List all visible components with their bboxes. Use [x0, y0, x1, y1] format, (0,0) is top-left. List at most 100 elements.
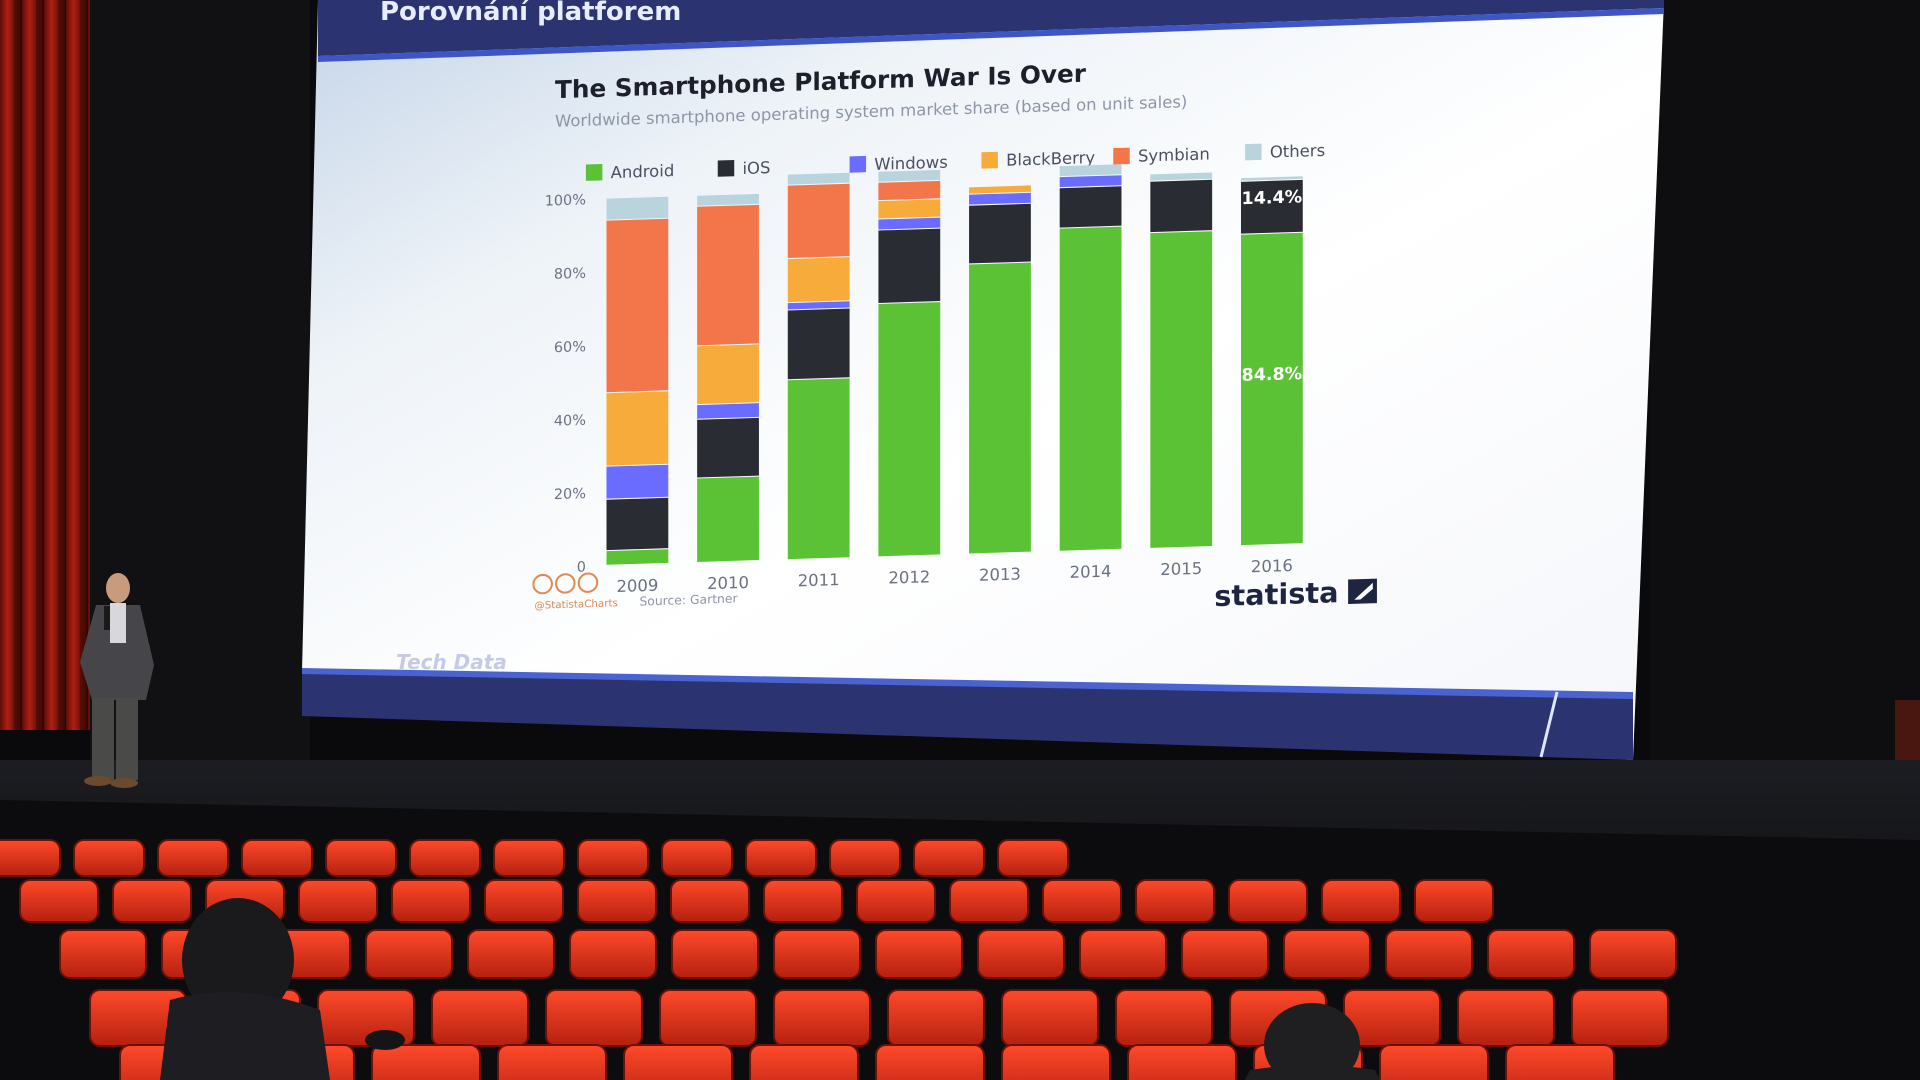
bar-symbian-2012	[878, 180, 941, 201]
chart-source: Source: Gartner	[639, 592, 738, 609]
theater-seat	[112, 879, 192, 923]
bar-ios-2016	[1240, 179, 1303, 234]
bar-others-2012	[878, 169, 941, 182]
theater-seat	[59, 929, 147, 979]
theater-seat	[493, 839, 565, 877]
slide-header-band	[318, 0, 1664, 56]
theater-seat	[913, 839, 985, 877]
legend-label-windows: Windows	[874, 153, 948, 174]
y-tick-label: 40%	[554, 413, 586, 430]
bar-android-2016	[1240, 232, 1303, 546]
bar-ios-2013	[969, 203, 1031, 264]
theater-seat	[745, 839, 817, 877]
bar-ios-2011	[787, 308, 850, 380]
legend-swatch-android	[585, 164, 603, 181]
bar-others-2016	[1240, 176, 1303, 181]
theater-seat	[1001, 1044, 1111, 1080]
theater-seat	[157, 839, 229, 877]
bar-others-2015	[1150, 172, 1213, 181]
theater-seat	[19, 879, 99, 923]
bar-ios-2012	[878, 228, 941, 303]
theater-seat	[577, 839, 649, 877]
theater-seat	[829, 839, 901, 877]
slide-footer-stripe	[302, 668, 1633, 699]
theater-seat	[1127, 1044, 1237, 1080]
theater-seat	[763, 879, 843, 923]
theater-seat	[569, 929, 657, 979]
legend-label-android: Android	[611, 161, 675, 182]
theater-seat	[1505, 1044, 1615, 1080]
x-tick-label: 2013	[979, 565, 1021, 585]
bar-blackberry-2009	[606, 391, 669, 466]
theater-seat	[1181, 929, 1269, 979]
theater-seat	[1079, 929, 1167, 979]
theater-seat	[1457, 989, 1555, 1047]
y-axis: 0 20% 40% 60% 80% 100%	[545, 192, 586, 575]
legend-label-symbian: Symbian	[1138, 145, 1210, 166]
bar-blackberry-2011	[787, 257, 850, 303]
theater-seat	[1379, 1044, 1489, 1080]
bar-windows-2014	[1059, 175, 1122, 188]
theater-seat	[1385, 929, 1473, 979]
theater-seat	[431, 989, 529, 1047]
y-tick-label: 20%	[554, 486, 586, 503]
chart-credit: @StatistaCharts	[534, 597, 617, 612]
bar-android-2014	[1059, 226, 1122, 551]
theater-seat	[391, 879, 471, 923]
theater-seat	[661, 839, 733, 877]
slide-header-title: Porovnání platforem	[380, 0, 681, 27]
legend-swatch-windows	[849, 155, 867, 173]
theater-seat	[365, 929, 453, 979]
slide-footer-brand: Tech Data	[396, 650, 507, 674]
bar-symbian-2011	[787, 183, 850, 259]
bar-blackberry-2010	[697, 344, 759, 405]
x-tick-label: 2016	[1251, 556, 1293, 576]
theater-seat	[623, 1044, 733, 1080]
theater-seat	[875, 1044, 985, 1080]
theater-seat	[241, 839, 313, 877]
bar-android-2010	[697, 476, 759, 562]
legend-label-blackberry: BlackBerry	[1006, 148, 1095, 170]
legend-swatch-others	[1245, 143, 1262, 161]
bar-windows-2010	[697, 403, 759, 419]
theater-seat	[659, 989, 757, 1047]
y-tick-label: 100%	[545, 192, 586, 209]
theater-seat	[1228, 879, 1308, 923]
y-tick-label: 80%	[554, 266, 586, 283]
theater-seat	[1321, 879, 1401, 923]
data-label-android-2016: 84.8%	[1242, 364, 1303, 386]
theater-seat	[409, 839, 481, 877]
theater-seat	[856, 879, 936, 923]
slide-header-stripe	[318, 8, 1664, 62]
x-tick-label: 2010	[707, 573, 749, 593]
bar-windows-2009	[606, 464, 669, 499]
statista-logo-text: statista	[1214, 575, 1338, 613]
theater-seat	[577, 879, 657, 923]
theater-seat	[73, 839, 145, 877]
theater-seat	[1487, 929, 1575, 979]
bar-android-2011	[787, 378, 850, 560]
bar-ios-2014	[1059, 186, 1122, 228]
bar-windows-2011	[787, 301, 850, 310]
bar-others-2014	[1059, 164, 1122, 177]
theater-seat	[773, 989, 871, 1047]
x-tick-label: 2014	[1070, 562, 1112, 582]
x-tick-label: 2009	[616, 576, 658, 596]
theater-seat	[1414, 879, 1494, 923]
theater-seat	[1042, 879, 1122, 923]
theater-seat	[484, 879, 564, 923]
theater-seat	[949, 879, 1029, 923]
bar-blackberry-2013	[969, 185, 1031, 194]
presenter	[80, 573, 154, 788]
right-wall	[1650, 0, 1920, 780]
theater-seat	[1571, 989, 1669, 1047]
theater-seat	[325, 839, 397, 877]
bar-symbian-2010	[697, 204, 759, 346]
bar-android-2009	[606, 549, 669, 565]
legend-swatch-symbian	[1113, 147, 1130, 165]
x-tick-label: 2015	[1160, 559, 1202, 579]
data-label-ios-2016: 14.4%	[1242, 187, 1303, 209]
theater-seat	[1589, 929, 1677, 979]
theater-seat	[887, 989, 985, 1047]
statista-logo-icon	[1348, 578, 1377, 604]
